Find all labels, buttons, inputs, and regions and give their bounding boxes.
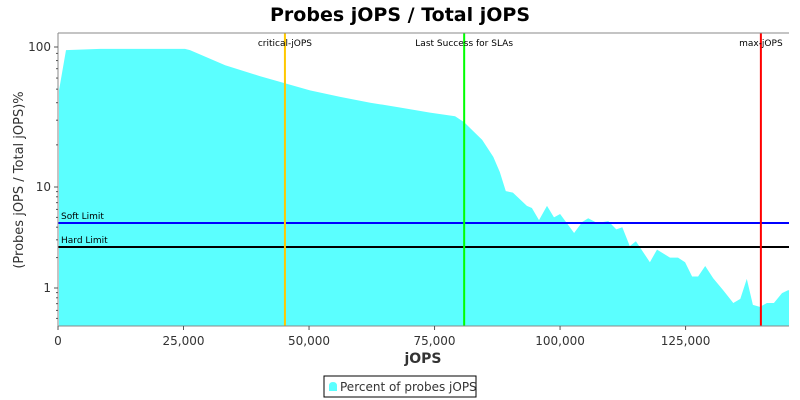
marker-label: critical-jOPS: [258, 39, 312, 49]
y-tick-label: 10: [36, 180, 51, 194]
legend-label: Percent of probes jOPS: [340, 380, 477, 394]
area-series: [59, 48, 789, 327]
x-tick-label: 25,000: [163, 334, 205, 348]
x-tick-label: 100,000: [535, 334, 585, 348]
x-axis-label: jOPS: [403, 351, 441, 367]
y-axis-label: (Probes jOPS / Total jOPS)%: [12, 91, 27, 268]
x-tick-label: 0: [54, 334, 62, 348]
marker-label: max-jOPS: [739, 39, 783, 49]
y-tick-label: 100: [28, 40, 51, 54]
legend: Percent of probes jOPS: [323, 375, 477, 398]
x-tick-label: 125,000: [661, 334, 711, 348]
x-tick-label: 75,000: [414, 334, 456, 348]
y-tick-label: 1: [43, 281, 51, 295]
marker-label: Soft Limit: [61, 212, 104, 222]
plot-area: Soft Limit Hard Limit critical-jOPS Last Su…: [28, 32, 789, 348]
marker-label: Last Success for SLAs: [415, 39, 513, 49]
marker-label: Hard Limit: [61, 236, 108, 246]
x-tick-label: 50,000: [288, 334, 330, 348]
legend-swatch: [329, 382, 337, 391]
chart-title: Probes jOPS / Total jOPS: [270, 4, 530, 26]
